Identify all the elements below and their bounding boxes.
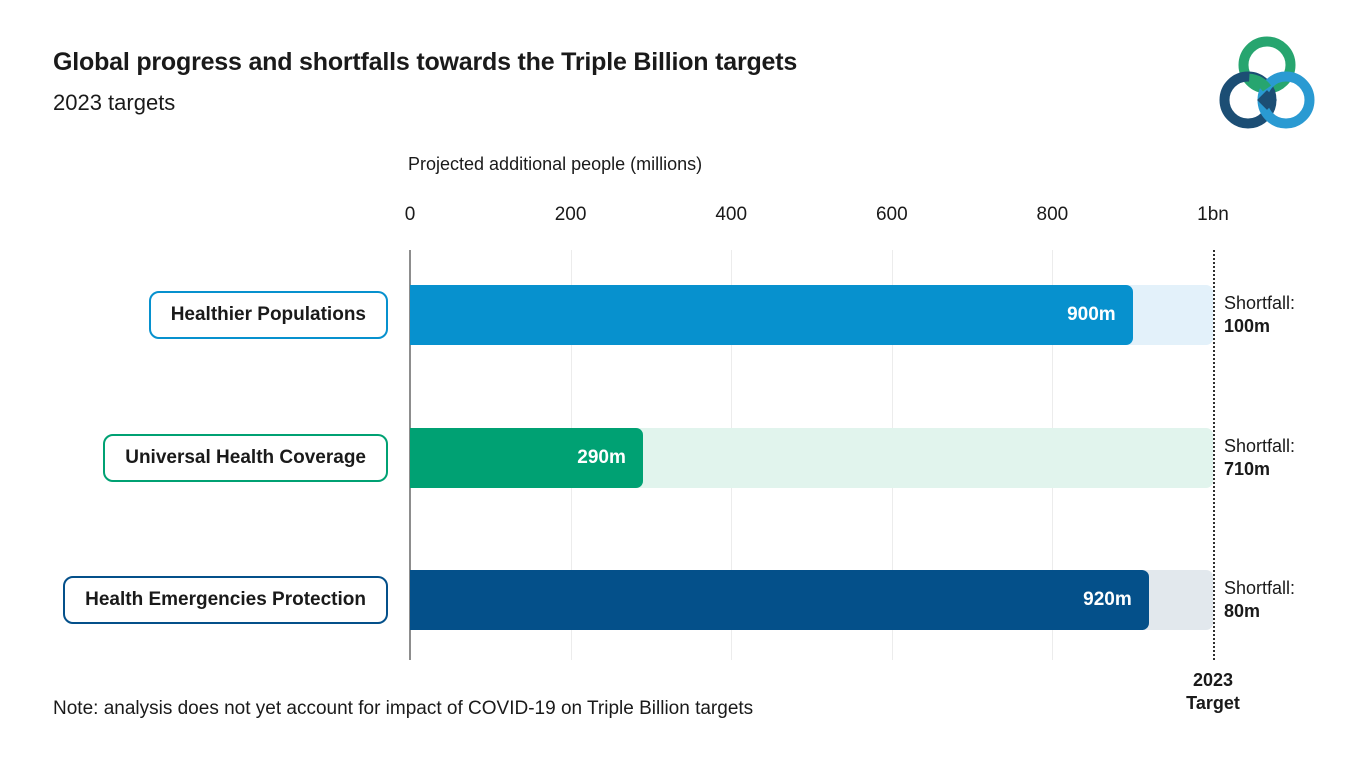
page-subtitle: 2023 targets (53, 90, 176, 115)
x-tick-label: 0 (404, 204, 416, 225)
category-label-cell: Health Emergencies Protection (0, 570, 388, 630)
bar-fill: 900m (410, 285, 1133, 345)
shortfall-annotation: Shortfall: 100m (1224, 285, 1354, 345)
target-year-label: 2023 Target (1186, 669, 1240, 715)
logo-center-diamond (1257, 90, 1277, 110)
bar-row: 900m (410, 285, 1213, 345)
target-dotted-line (1213, 250, 1215, 660)
x-tick-label: 600 (875, 204, 908, 225)
x-tick-label: 400 (715, 204, 748, 225)
category-label-cell: Healthier Populations (0, 285, 388, 345)
shortfall-annotation: Shortfall: 80m (1224, 570, 1354, 630)
bar-fill: 920m (410, 570, 1149, 630)
page-title: Global progress and shortfalls towards t… (53, 48, 798, 76)
bar-row: 290m (410, 428, 1213, 488)
category-box-universal-health-coverage: Universal Health Coverage (103, 434, 388, 482)
category-box-healthier-populations: Healthier Populations (148, 291, 388, 339)
shortfall-label: Shortfall: (1224, 578, 1296, 598)
x-axis-title: Projected additional people (millions) (408, 154, 703, 174)
footnote: Note: analysis does not yet account for … (53, 698, 754, 719)
bar-value-label: 920m (1083, 589, 1132, 610)
bar-value-label: 290m (577, 447, 626, 468)
x-tick-label: 1bn (1197, 204, 1229, 225)
x-axis-ticks: 0 200 400 600 800 1bn (0, 204, 1366, 228)
shortfall-annotation: Shortfall: 710m (1224, 428, 1354, 488)
bar-fill: 290m (410, 428, 643, 488)
x-tick-label: 200 (554, 204, 587, 225)
category-box-health-emergencies-protection: Health Emergencies Protection (63, 576, 388, 624)
category-label-cell: Universal Health Coverage (0, 428, 388, 488)
shortfall-value: 80m (1224, 601, 1261, 621)
shortfall-value: 710m (1224, 459, 1271, 479)
target-word: Target (1186, 693, 1240, 713)
triple-billion-rings-logo (1219, 36, 1315, 129)
plot-area: 900m 290m 920m (409, 250, 1215, 660)
bar-value-label: 900m (1067, 304, 1116, 325)
bar-row: 920m (410, 570, 1213, 630)
shortfall-label: Shortfall: (1224, 436, 1296, 456)
x-tick-label: 800 (1036, 204, 1069, 225)
shortfall-label: Shortfall: (1224, 293, 1296, 313)
target-year: 2023 (1192, 670, 1234, 690)
shortfall-value: 100m (1224, 316, 1271, 336)
logo-green-overlap (1248, 73, 1272, 92)
